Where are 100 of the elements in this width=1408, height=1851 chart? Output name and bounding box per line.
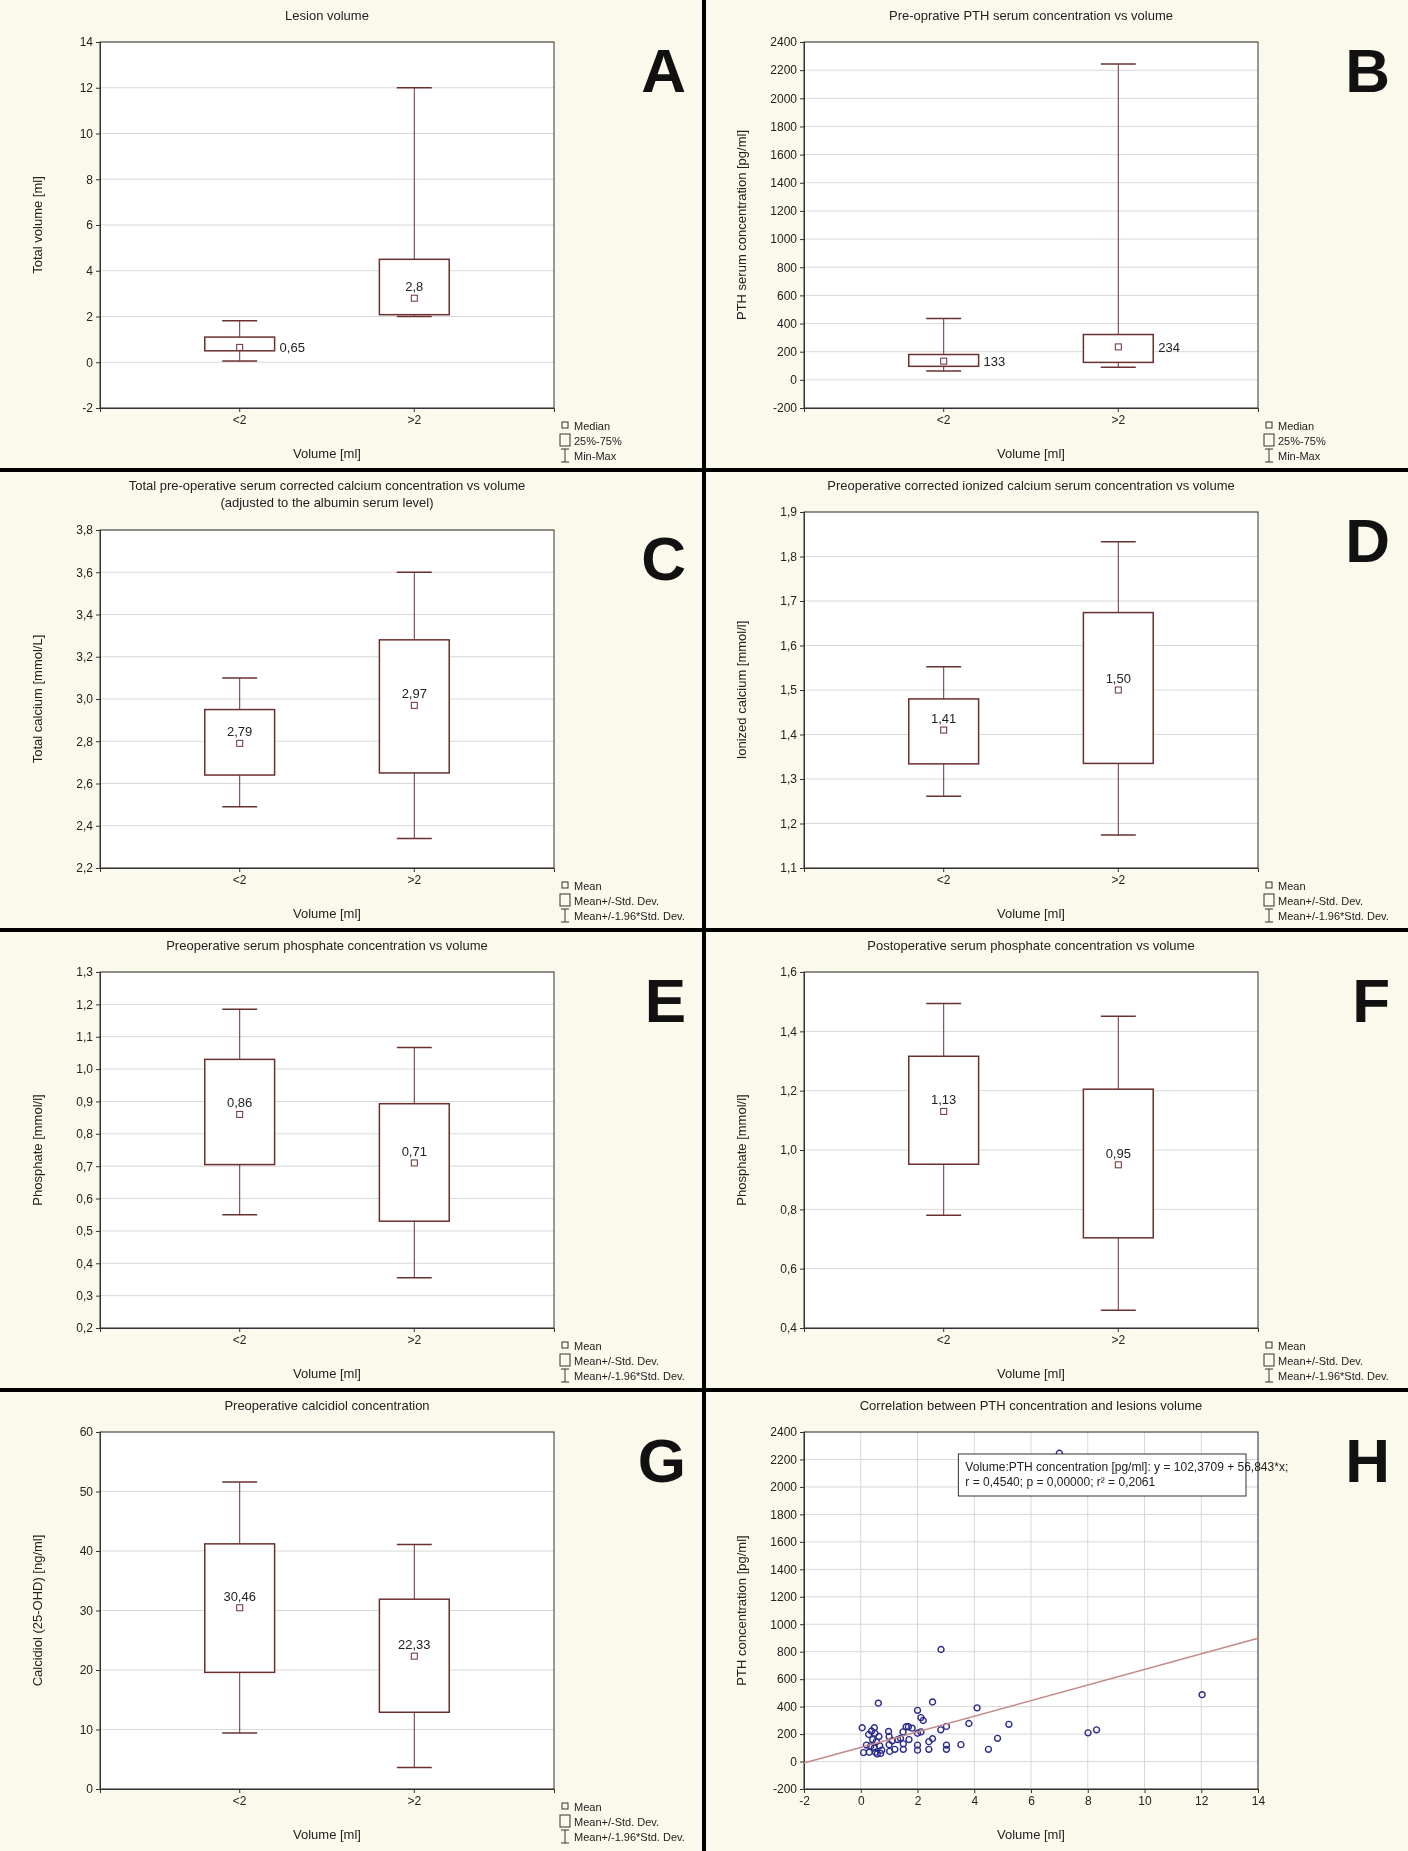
point [925, 1737, 933, 1746]
text: Mean+/-Std. Dev. [1278, 1355, 1364, 1367]
chart-title: Correlation between PTH concentration and lesions volume [859, 1398, 1203, 1413]
x-tick-label: >2 [1111, 872, 1126, 887]
text: 234 [1158, 339, 1180, 355]
annotation: r = 0,4540; p = 0,00000; r² = 0,2061 [965, 1475, 1156, 1489]
x-tick-label: >2 [407, 412, 422, 427]
y-axis-title: Total volume [ml] [30, 176, 45, 274]
x-tick-label: >2 [407, 872, 422, 887]
point [885, 1740, 893, 1749]
y-tick-label: 10 [79, 126, 94, 141]
point [913, 1746, 922, 1754]
point [902, 1723, 910, 1731]
text: F [1352, 966, 1390, 1035]
y-tick-label: 1400 [770, 1562, 798, 1577]
x-tick-label: 6 [1028, 1793, 1036, 1808]
text: 1,50 [1105, 671, 1131, 686]
y-tick-label: 3,4 [76, 607, 94, 622]
y-tick-label: 2 [86, 309, 94, 324]
y-tick-label: 30 [79, 1603, 94, 1618]
point [893, 1735, 902, 1744]
y-tick-label: 1,1 [780, 861, 798, 876]
point [917, 1713, 925, 1722]
point [913, 1706, 922, 1714]
y-tick-label: 8 [86, 172, 94, 187]
y-tick-label: 10 [79, 1722, 94, 1737]
point [937, 1726, 945, 1734]
point [886, 1747, 894, 1756]
text: Median [1278, 420, 1315, 432]
y-tick-label: 2400 [770, 1425, 798, 1440]
point [1084, 1729, 1092, 1737]
y-tick-label: 1800 [770, 1507, 798, 1522]
text: G [637, 1426, 686, 1495]
y-axis-title: Total calcium [mmol/L] [30, 634, 45, 764]
y-tick-label: 14 [79, 35, 94, 50]
y-tick-label: 2200 [770, 1452, 798, 1467]
x-axis-title: Volume [ml] [997, 1366, 1065, 1381]
y-tick-label: 2000 [770, 1480, 798, 1495]
x-tick-label: >2 [407, 1332, 422, 1347]
x-tick-label: 14 [1251, 1793, 1266, 1808]
y-tick-label: 40 [79, 1544, 94, 1559]
y-tick-label: -200 [772, 1782, 798, 1797]
point [899, 1740, 907, 1748]
y-tick-label: 2200 [770, 63, 798, 78]
x-tick-label: <2 [232, 1793, 247, 1808]
y-tick-label: 0,5 [76, 1224, 94, 1239]
point [875, 1732, 883, 1741]
text: Mean+/-1.96*Std. Dev. [1278, 910, 1389, 922]
y-tick-label: 1200 [770, 204, 798, 219]
point [871, 1729, 879, 1737]
text: Min-Max [574, 450, 617, 462]
point [913, 1729, 922, 1737]
chart-title: Total pre-operative serum corrected calcium concentration vs volume [128, 478, 526, 493]
y-tick-label: 1800 [770, 119, 798, 134]
point [908, 1724, 916, 1732]
x-tick-label: <2 [232, 1332, 247, 1347]
text: 25%-75% [574, 435, 622, 447]
x-axis-title: Volume [ml] [293, 906, 361, 921]
y-axis-title: Ionized calcium [mmol/l] [734, 620, 749, 760]
text: Mean [1278, 1340, 1306, 1352]
point [1198, 1690, 1206, 1699]
x-tick-label: <2 [232, 412, 247, 427]
x-tick-label: 8 [1084, 1793, 1092, 1808]
y-tick-label: 800 [776, 260, 798, 275]
point [937, 1645, 945, 1654]
text: Mean+/-Std. Dev. [1278, 895, 1364, 907]
point [993, 1734, 1002, 1743]
y-tick-label: 1,1 [76, 1030, 94, 1045]
point [942, 1741, 951, 1749]
point [942, 1722, 951, 1731]
point [913, 1741, 922, 1749]
text: Mean+/-1.96*Std. Dev. [574, 1370, 685, 1382]
y-tick-label: 1,6 [780, 638, 798, 653]
y-tick-label: -200 [772, 401, 798, 416]
x-tick-label: >2 [1111, 412, 1126, 427]
chart-title: Preoperative serum phosphate concentration vs volume [166, 938, 488, 953]
y-tick-label: 0,4 [76, 1256, 94, 1271]
text: Mean+/-Std. Dev. [574, 1355, 660, 1367]
y-tick-label: 1,7 [780, 594, 798, 609]
text: Mean+/-Std. Dev. [574, 1816, 660, 1828]
y-tick-label: 0 [790, 1754, 798, 1769]
y-tick-label: 3,8 [76, 523, 94, 538]
point [876, 1742, 884, 1750]
x-tick-label: 4 [971, 1793, 979, 1808]
y-tick-label: 1,3 [76, 965, 94, 980]
x-tick-label: 12 [1195, 1793, 1209, 1808]
point [865, 1730, 873, 1739]
y-tick-label: 1600 [770, 1535, 798, 1550]
point [858, 1724, 866, 1732]
point [891, 1745, 899, 1753]
point [878, 1746, 886, 1754]
text: 0,86 [227, 1095, 253, 1111]
text: 22,33 [398, 1637, 431, 1653]
y-tick-label: 1000 [770, 232, 798, 247]
point [870, 1744, 879, 1752]
text: Mean+/-1.96*Std. Dev. [1278, 1370, 1389, 1382]
y-tick-label: 50 [79, 1484, 94, 1499]
x-tick-label: <2 [936, 872, 951, 887]
y-tick-label: 0,4 [780, 1321, 798, 1336]
y-tick-label: 0,7 [76, 1159, 94, 1174]
